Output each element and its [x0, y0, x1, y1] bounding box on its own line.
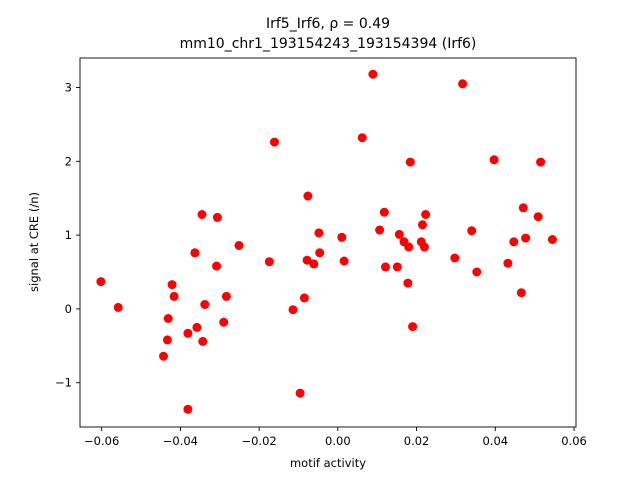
chart-title-line2: mm10_chr1_193154243_193154394 (Irf6) [180, 36, 477, 52]
data-point-18 [221, 291, 231, 301]
data-point-22 [288, 305, 298, 315]
data-point-25 [302, 255, 312, 265]
data-point-23 [295, 388, 305, 398]
data-point-36 [381, 262, 390, 272]
x-axis-label: motif activity [290, 456, 366, 470]
data-point-35 [379, 207, 389, 217]
x-tick-label: −0.02 [241, 434, 276, 448]
data-point-2 [113, 302, 123, 312]
chart-title-line1: Irf5_Irf6, ρ = 0.49 [266, 16, 390, 32]
data-point-15 [212, 261, 222, 271]
data-point-1 [96, 277, 106, 287]
x-axis-ticks: −0.06 −0.04 −0.02 0.00 0.02 0.04 0.06 [84, 427, 587, 448]
data-point-14 [200, 300, 210, 309]
data-point-37 [392, 262, 402, 272]
data-point-10 [190, 248, 200, 258]
data-point-52 [489, 155, 499, 165]
data-point-54 [509, 237, 519, 247]
data-points [96, 69, 557, 414]
data-point-26 [303, 191, 313, 201]
data-point-11 [192, 322, 202, 332]
y-axis-ticks: −1 0 1 2 3 [55, 81, 80, 390]
data-point-4 [162, 335, 172, 345]
data-point-12 [197, 210, 207, 219]
data-point-59 [536, 157, 546, 167]
y-tick-label: −1 [55, 376, 72, 390]
data-point-30 [337, 232, 347, 242]
y-axis-label: signal at CRE (/n) [27, 192, 41, 292]
data-point-19 [234, 241, 244, 250]
data-point-45 [418, 220, 427, 230]
data-point-60 [547, 235, 557, 244]
data-point-6 [167, 280, 177, 290]
data-point-29 [315, 248, 325, 258]
x-tick-label: −0.04 [163, 434, 198, 448]
data-point-27 [309, 259, 319, 269]
x-tick-label: 0.06 [561, 434, 587, 448]
data-point-49 [458, 79, 468, 89]
data-point-48 [450, 253, 460, 263]
data-point-42 [405, 157, 415, 167]
data-point-33 [368, 69, 378, 79]
data-point-51 [472, 267, 482, 277]
x-tick-label: 0.00 [325, 434, 351, 448]
data-point-24 [299, 293, 309, 303]
data-point-46 [419, 242, 429, 252]
data-point-57 [521, 233, 531, 243]
data-point-17 [219, 317, 229, 327]
data-point-58 [533, 212, 543, 222]
data-point-56 [518, 203, 528, 213]
data-point-9 [183, 404, 193, 414]
data-point-47 [421, 210, 431, 219]
data-point-5 [163, 314, 173, 323]
data-point-7 [169, 291, 179, 301]
data-point-8 [183, 328, 193, 338]
data-point-13 [198, 336, 208, 346]
y-tick-label: 3 [65, 81, 72, 95]
data-point-53 [503, 258, 513, 268]
x-tick-label: 0.04 [482, 434, 508, 448]
x-tick-label: −0.06 [84, 434, 119, 448]
y-tick-label: 1 [65, 228, 72, 242]
x-tick-label: 0.02 [404, 434, 430, 448]
y-tick-label: 0 [65, 302, 72, 316]
data-point-41 [404, 242, 414, 252]
data-point-20 [264, 257, 274, 267]
data-point-50 [467, 226, 477, 236]
data-point-32 [357, 133, 367, 143]
y-tick-label: 2 [65, 154, 72, 168]
data-point-28 [314, 228, 324, 238]
data-point-31 [339, 256, 349, 266]
data-point-3 [159, 351, 168, 361]
data-point-16 [212, 212, 222, 222]
data-point-21 [270, 137, 279, 147]
data-point-43 [408, 322, 418, 332]
data-point-38 [394, 229, 404, 239]
data-point-34 [375, 225, 385, 235]
data-point-40 [403, 278, 413, 288]
data-point-55 [516, 288, 526, 298]
plot-frame [79, 57, 577, 428]
